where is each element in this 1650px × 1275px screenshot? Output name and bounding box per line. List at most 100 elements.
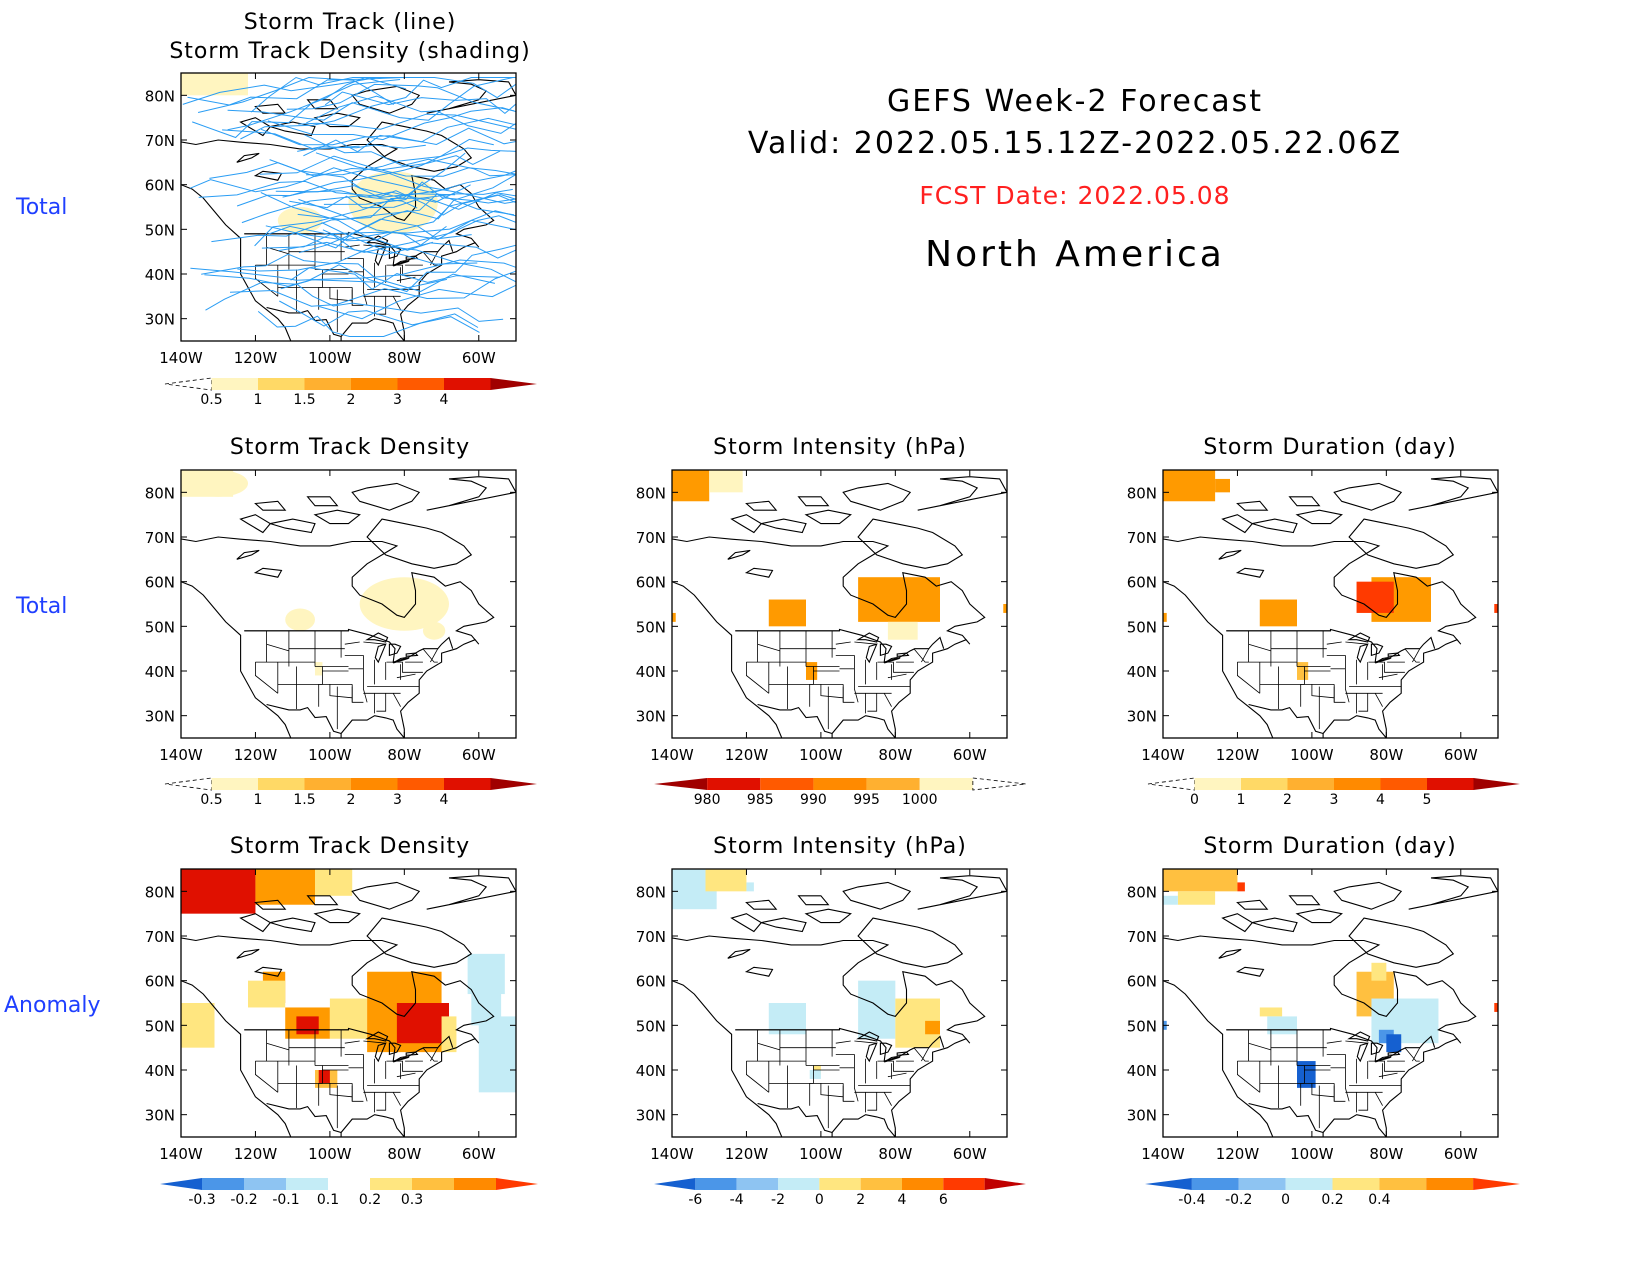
border-line bbox=[735, 628, 945, 663]
island-outline bbox=[366, 917, 473, 968]
colorbar-label: -0.2 bbox=[1225, 1192, 1252, 1208]
island-outline bbox=[351, 881, 421, 910]
colorbar-label: 4 bbox=[1376, 792, 1385, 808]
panel3-map: 80N 70N 60N 50N 40N 30N 140W 120W 100W 80W 60W bbox=[636, 469, 1008, 764]
coastline bbox=[672, 935, 986, 1137]
border-line bbox=[757, 1102, 833, 1134]
colorbar-swatch bbox=[1191, 1178, 1239, 1190]
header-title: GEFS Week-2 Forecast bbox=[886, 84, 1264, 119]
shade-cell bbox=[858, 577, 940, 622]
island-outline bbox=[306, 496, 339, 507]
lon-tick-label: 100W bbox=[1290, 1145, 1334, 1163]
state-line bbox=[757, 1042, 781, 1051]
panel4-map: 80N 70N 60N 50N 40N 30N 140W 120W 100W 80W 60W bbox=[1127, 469, 1499, 764]
map-frame bbox=[671, 469, 1008, 739]
colorbar-swatch bbox=[736, 1178, 778, 1190]
island-outline bbox=[270, 518, 316, 534]
shade-cell bbox=[315, 869, 353, 896]
lake-outline bbox=[388, 246, 402, 260]
shade-cell bbox=[809, 1070, 821, 1079]
lat-tick-label: 70N bbox=[145, 132, 175, 150]
colorbar-swatch bbox=[866, 778, 920, 790]
shade-cell bbox=[1163, 612, 1167, 622]
shade-cell bbox=[746, 882, 754, 892]
island-outline bbox=[254, 103, 287, 114]
colorbar-label: 0.2 bbox=[359, 1192, 381, 1208]
colorbar-swatch bbox=[496, 1178, 538, 1190]
island-outline bbox=[857, 518, 964, 569]
colorbar-label: 3 bbox=[393, 792, 402, 808]
lake-outline bbox=[253, 170, 283, 181]
panel2-map: 80N 70N 60N 50N 40N 30N 140W 120W 100W 80W 60W bbox=[145, 469, 517, 764]
island-outline bbox=[1236, 899, 1269, 910]
colorbar-swatch bbox=[160, 1178, 202, 1190]
shade-cell bbox=[1371, 962, 1387, 981]
colorbar-label: 985 bbox=[747, 792, 774, 808]
lake-outline bbox=[374, 643, 387, 664]
storm-track bbox=[211, 192, 516, 243]
storm-track bbox=[279, 300, 480, 333]
state-line bbox=[376, 296, 387, 315]
lake-outline bbox=[856, 1031, 880, 1042]
island-outline bbox=[797, 496, 830, 507]
colorbar-label: 1.5 bbox=[293, 392, 315, 408]
storm-track bbox=[190, 259, 516, 281]
header-fcst-date: FCST Date: 2022.05.08 bbox=[919, 181, 1231, 210]
island-outline bbox=[313, 509, 361, 525]
lon-tick-label: 120W bbox=[725, 746, 769, 764]
shade-cell bbox=[1259, 1007, 1283, 1017]
shade-cell bbox=[1356, 581, 1394, 613]
colorbar-swatch bbox=[304, 778, 351, 790]
state-line bbox=[887, 673, 907, 679]
colorbar-swatch bbox=[1427, 778, 1474, 790]
lat-tick-label: 40N bbox=[1127, 1062, 1157, 1080]
coastline bbox=[672, 536, 986, 738]
state-line bbox=[1374, 1092, 1383, 1106]
panel7-title: Storm Duration (day) bbox=[1203, 834, 1457, 859]
colorbar-label: 6 bbox=[939, 1192, 948, 1208]
colorbar-swatch bbox=[1380, 778, 1427, 790]
state-line bbox=[329, 684, 353, 699]
shade-cell bbox=[1267, 1016, 1297, 1035]
state-line bbox=[392, 296, 401, 310]
lon-tick-label: 120W bbox=[234, 746, 278, 764]
state-line bbox=[266, 643, 290, 652]
colorbar-swatch bbox=[1334, 778, 1381, 790]
storm-track bbox=[265, 194, 516, 241]
storm-track bbox=[236, 147, 516, 207]
lake-outline bbox=[236, 549, 260, 560]
colorbar-label: 980 bbox=[694, 792, 721, 808]
colorbar-label: -0.4 bbox=[1178, 1192, 1205, 1208]
colorbar-label: 1 bbox=[1237, 792, 1246, 808]
colorbar-swatch bbox=[1473, 1178, 1520, 1190]
island-outline bbox=[1288, 496, 1321, 507]
island-outline bbox=[239, 913, 272, 933]
panel5-map: 80N 70N 60N 50N 40N 30N 140W 120W 100W 80W 60W bbox=[145, 868, 517, 1163]
storm-track bbox=[306, 95, 516, 134]
coastline bbox=[1163, 935, 1477, 1137]
state-line bbox=[396, 673, 416, 679]
lon-tick-label: 60W bbox=[462, 1145, 496, 1163]
lake-outline bbox=[388, 1042, 402, 1056]
map-frame bbox=[180, 469, 517, 739]
lat-tick-label: 70N bbox=[1127, 928, 1157, 946]
storm-track bbox=[297, 144, 426, 152]
lat-tick-label: 30N bbox=[145, 1107, 175, 1125]
colorbar-swatch bbox=[397, 378, 444, 390]
island-outline bbox=[270, 917, 316, 933]
colorbar-swatch bbox=[654, 778, 708, 790]
storm-track bbox=[192, 79, 401, 139]
colorbar-label: 3 bbox=[393, 392, 402, 408]
colorbar-swatch bbox=[164, 777, 212, 791]
colorbar-swatch bbox=[707, 778, 761, 790]
colorbar-label: 0 bbox=[815, 1192, 824, 1208]
lat-tick-label: 30N bbox=[636, 1107, 666, 1125]
colorbar-label: 0 bbox=[1281, 1192, 1290, 1208]
island-outline bbox=[1236, 500, 1269, 511]
lon-tick-label: 100W bbox=[308, 1145, 352, 1163]
lake-outline bbox=[1218, 549, 1242, 560]
shade-cell bbox=[329, 998, 368, 1039]
storm-track bbox=[198, 180, 516, 216]
state-line bbox=[1368, 661, 1405, 673]
colorbar-swatch bbox=[972, 777, 1027, 791]
